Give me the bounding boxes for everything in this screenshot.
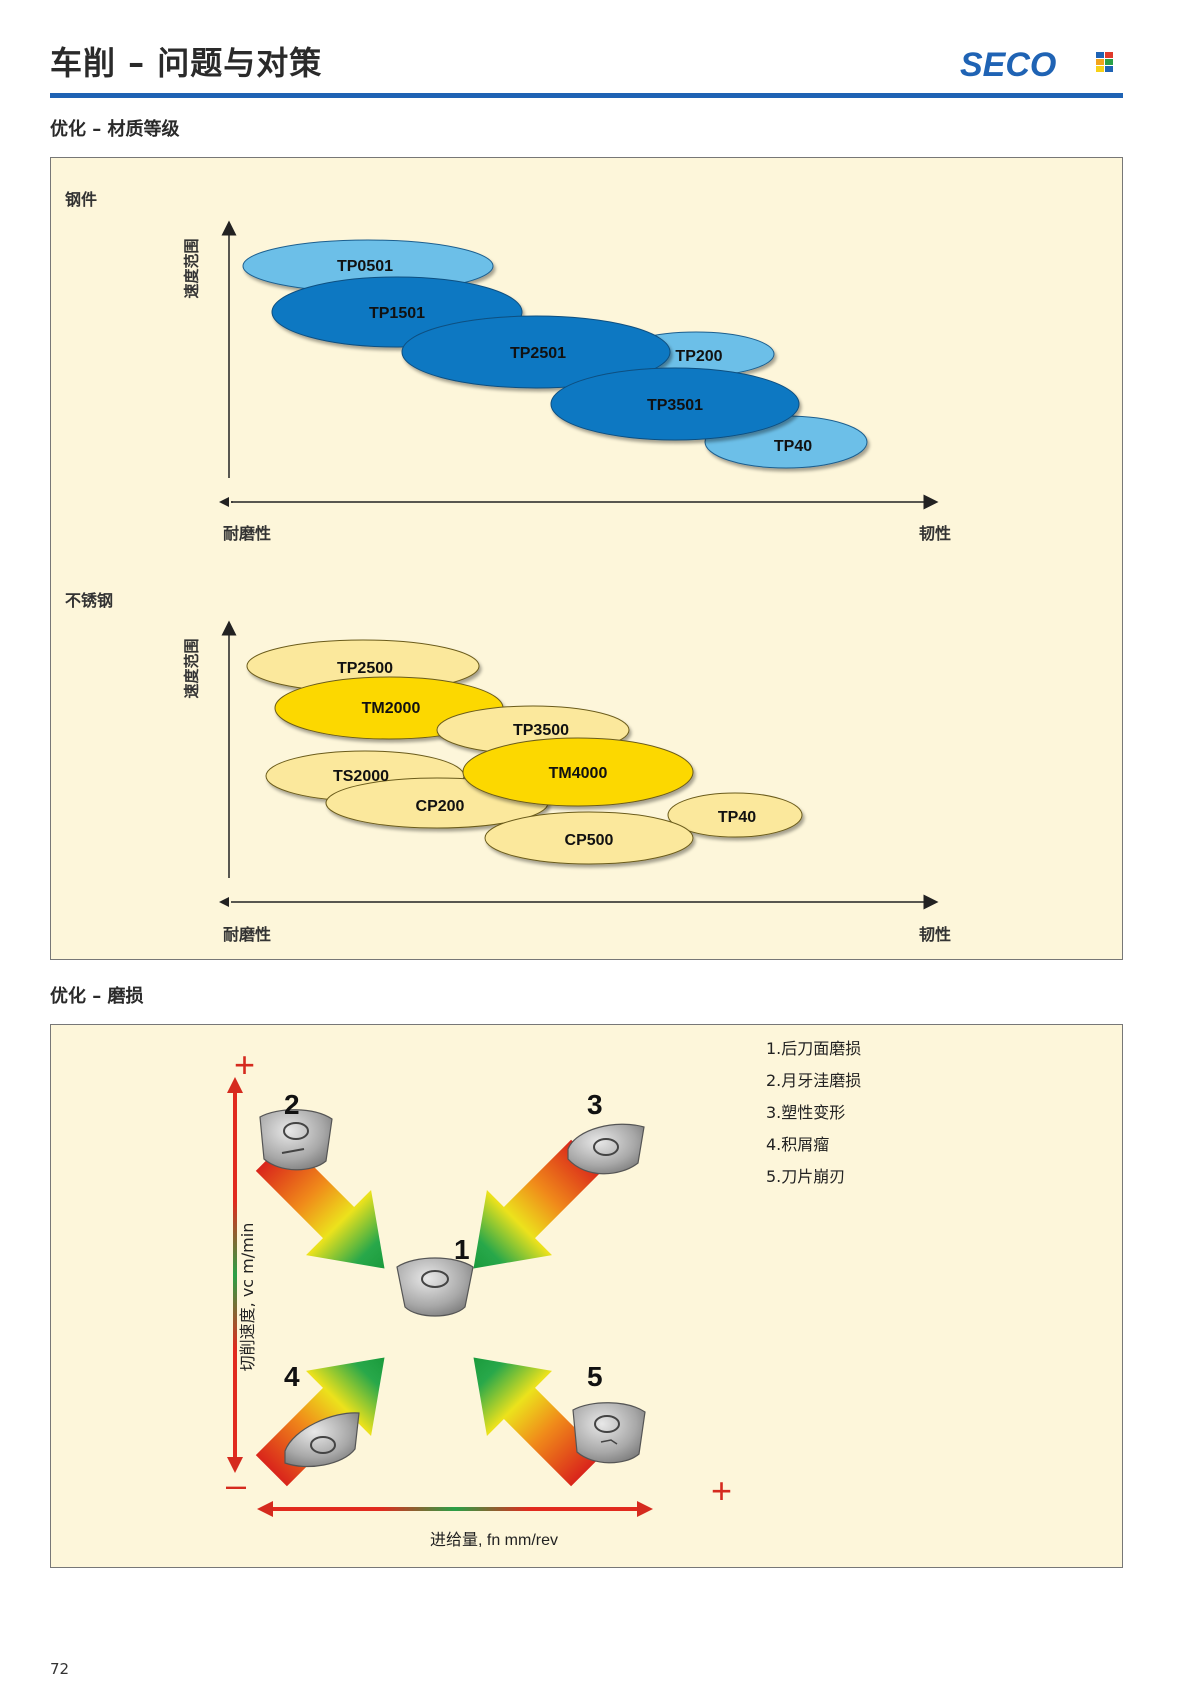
insert-2 (259, 1109, 333, 1171)
x-axis-label: 进给量, fn mm/rev (430, 1531, 558, 1549)
arrow-to-center-3 (238, 1324, 418, 1504)
grade-label: TP40 (718, 809, 756, 826)
steel-chart: TP0501 TP1501 TP2501 TP200 TP3501 TP40 (219, 220, 939, 510)
stainless-chart: TP2500 TM2000 TP3500 TS2000 TM4000 CP200… (219, 620, 939, 910)
page-number: 72 (50, 1660, 70, 1678)
grade-tp40-stainless (667, 792, 803, 838)
legend-item: 1.后刀面磨损 (766, 1039, 862, 1058)
grade-label: TP40 (774, 438, 812, 455)
x-axis-bar (269, 1507, 641, 1511)
grade-tp2501 (401, 315, 671, 389)
plus-right: + (711, 1470, 732, 1511)
y-axis-label: 切削速度, vc m/min (238, 1222, 257, 1372)
insert-4 (284, 1412, 360, 1468)
grade-label: TM4000 (549, 765, 608, 782)
wear-legend: 1.后刀面磨损 2.月牙洼磨损 3.塑性变形 4.积屑瘤 5.刀片崩刃 (766, 1033, 861, 1193)
title-rule (50, 93, 1123, 98)
insert-1 (396, 1257, 474, 1317)
grade-label: CP500 (565, 832, 614, 849)
grade-label: TP200 (675, 348, 722, 365)
plus-top: + (234, 1044, 255, 1085)
brand-text: SECO (960, 46, 1056, 84)
stainless-x-left-label: 耐磨性 (223, 925, 272, 944)
minus-left: – (226, 1464, 246, 1505)
y-axis-bar (233, 1091, 237, 1459)
stainless-x-right-label: 韧性 (919, 925, 952, 944)
steel-x-right-label: 韧性 (919, 524, 952, 543)
number-2: 2 (284, 1089, 300, 1120)
legend-item: 5.刀片崩刃 (766, 1167, 846, 1186)
insert-3 (567, 1123, 645, 1175)
grade-label: TS2000 (333, 768, 389, 785)
grade-label: TP2500 (337, 660, 393, 677)
grade-label: TP1501 (369, 305, 425, 322)
grade-tm4000 (462, 737, 694, 807)
insert-5 (572, 1402, 646, 1464)
grade-label: TM2000 (362, 700, 421, 717)
grade-label: TP3500 (513, 722, 569, 739)
number-5: 5 (587, 1361, 603, 1392)
stainless-subtitle: 不锈钢 (65, 591, 114, 610)
grade-label: TP0501 (337, 258, 393, 275)
seco-logo: SECO (960, 44, 1130, 88)
section-heading-grades: 优化 – 材质等级 (50, 119, 180, 140)
grade-tp3501 (550, 367, 800, 441)
number-4: 4 (284, 1361, 300, 1392)
steel-subtitle: 钢件 (65, 190, 98, 209)
steel-x-left-label: 耐磨性 (223, 524, 272, 543)
number-1: 1 (454, 1234, 470, 1265)
grade-label: TP3501 (647, 397, 703, 414)
section-heading-wear: 优化 – 磨损 (50, 986, 144, 1007)
number-3: 3 (587, 1089, 603, 1120)
grades-panel: 钢件 速度范围 TP0501 TP1501 TP2501 TP200 TP350… (50, 157, 1123, 960)
grade-label: TP2501 (510, 345, 566, 362)
legend-item: 4.积屑瘤 (766, 1135, 830, 1154)
page-title: 车削 – 问题与对策 (50, 44, 323, 82)
grade-label: CP200 (416, 798, 465, 815)
legend-item: 2.月牙洼磨损 (766, 1071, 862, 1090)
legend-item: 3.塑性变形 (766, 1103, 846, 1122)
wear-diagram: + – + (226, 1044, 732, 1549)
grade-cp500 (484, 811, 694, 865)
wear-panel: + – + (50, 1024, 1123, 1568)
